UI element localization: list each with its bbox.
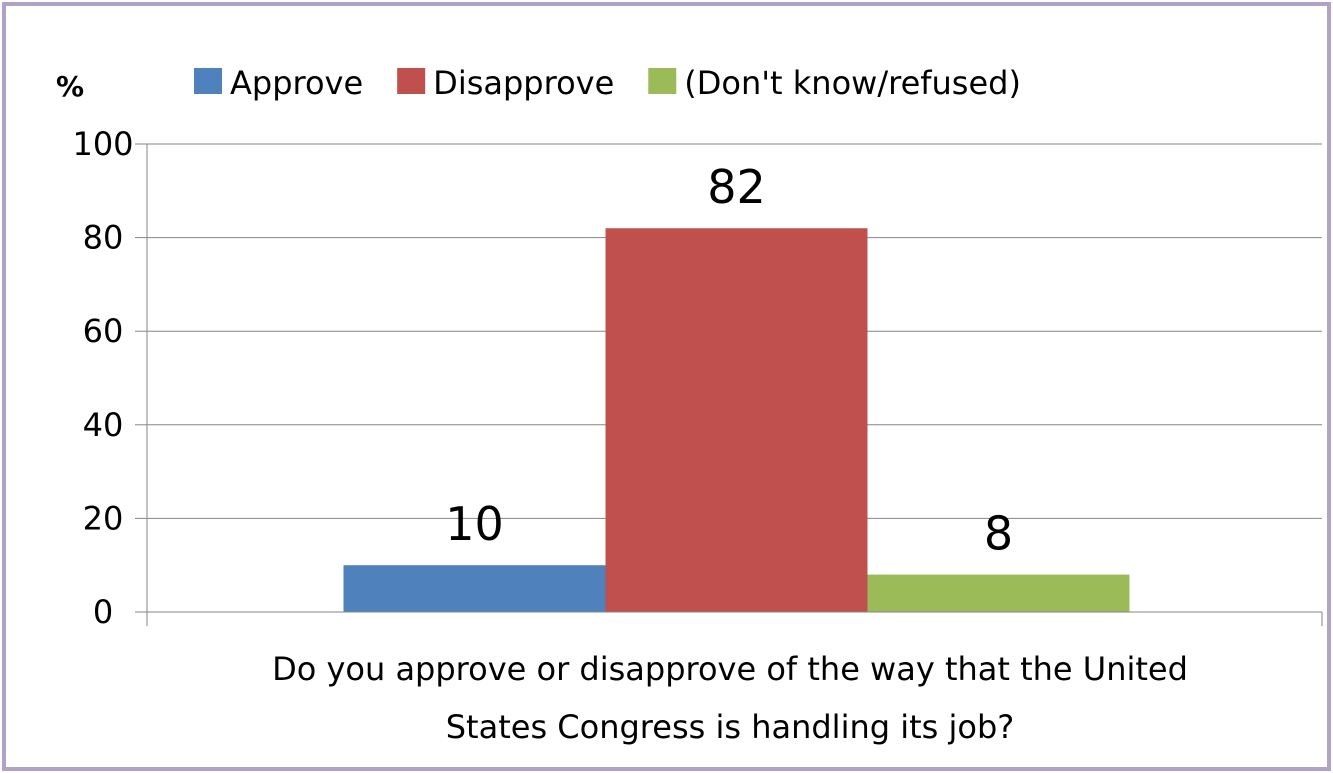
y-tick-label: 20 bbox=[83, 499, 124, 537]
legend-swatch bbox=[194, 68, 222, 94]
bar-disapprove bbox=[605, 228, 868, 613]
legend-swatch bbox=[397, 68, 426, 94]
data-label: 8 bbox=[984, 507, 1013, 561]
legend: Approve Disapprove (Don't know/refused) bbox=[194, 64, 1021, 102]
data-label: 82 bbox=[707, 160, 766, 214]
bars bbox=[343, 228, 1130, 613]
x-axis-label-line: States Congress is handling its job? bbox=[446, 708, 1015, 746]
y-tick-label: 80 bbox=[83, 219, 124, 257]
y-tick-label: 60 bbox=[83, 312, 124, 350]
bar-approve bbox=[343, 565, 606, 612]
data-label: 10 bbox=[445, 497, 504, 551]
x-axis-label: Do you approve or disapprove of the way … bbox=[272, 650, 1188, 746]
bar-don-t-know-refused bbox=[867, 574, 1130, 612]
y-tick-label: 40 bbox=[83, 406, 124, 444]
axes: 0 20 40 60 80 100 bbox=[72, 125, 1323, 631]
x-axis-label-line: Do you approve or disapprove of the way … bbox=[272, 650, 1188, 688]
legend-label: Disapprove bbox=[433, 64, 614, 102]
y-axis-unit-label: % bbox=[56, 70, 84, 103]
legend-label: Approve bbox=[230, 64, 363, 102]
data-labels: 10 82 8 bbox=[445, 160, 1013, 560]
y-tick-label: 100 bbox=[72, 125, 133, 163]
y-tick-label: 0 bbox=[93, 593, 113, 631]
legend-swatch bbox=[648, 68, 677, 94]
legend-label: (Don't know/refused) bbox=[684, 64, 1021, 102]
